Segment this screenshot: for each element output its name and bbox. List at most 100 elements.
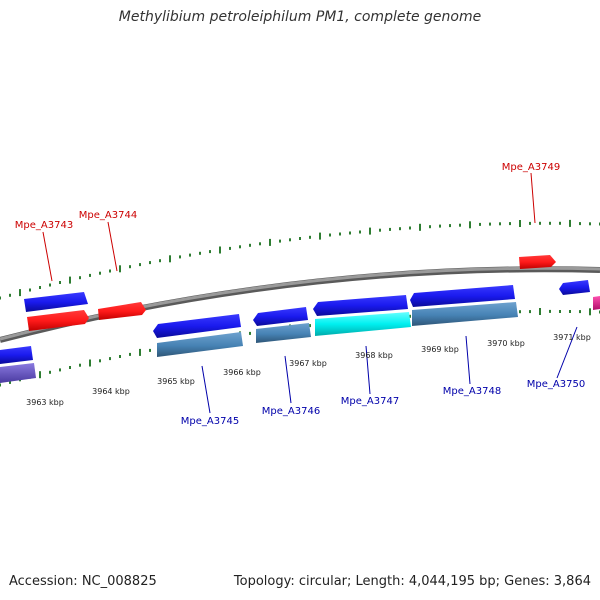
gene-block[interactable] (410, 285, 515, 307)
minor-tick (329, 233, 331, 237)
major-tick (539, 308, 541, 315)
gene-block[interactable] (412, 302, 518, 326)
gene-label[interactable]: Mpe_A3743 (15, 220, 73, 231)
leader-line (201, 365, 211, 414)
minor-tick (399, 227, 401, 231)
minor-tick (69, 366, 71, 369)
gene-label[interactable]: Mpe_A3749 (502, 162, 560, 173)
accession-text: Accession: NC_008825 (9, 574, 157, 589)
gene-block[interactable] (27, 310, 89, 331)
scale-label: 3966 kbp (223, 368, 261, 377)
gene-block[interactable] (24, 292, 88, 312)
outer-tick-track (0, 219, 600, 300)
minor-tick (309, 324, 311, 328)
major-tick (319, 232, 321, 240)
major-tick (119, 265, 121, 273)
gene-block[interactable] (98, 302, 146, 320)
minor-tick (209, 250, 211, 254)
minor-tick (129, 265, 131, 269)
leader-line (284, 355, 292, 404)
genome-title: Methylibium petroleiphilum PM1, complete… (118, 9, 482, 25)
gene-label[interactable]: Mpe_A3747 (341, 396, 399, 407)
minor-tick (579, 222, 581, 226)
minor-tick (489, 222, 491, 226)
major-tick (589, 308, 591, 316)
major-tick (39, 371, 41, 379)
major-tick (419, 223, 421, 231)
gene-label[interactable]: Mpe_A3744 (79, 210, 137, 221)
minor-tick (79, 363, 81, 367)
minor-tick (349, 231, 351, 235)
gene-block[interactable] (0, 346, 33, 364)
gene-block[interactable] (157, 332, 243, 357)
gene-labels: Mpe_A3743 Mpe_A3744 Mpe_A3749 Mpe_A3745 … (15, 162, 585, 427)
minor-tick (589, 222, 591, 226)
minor-tick (479, 222, 481, 226)
minor-tick (529, 221, 531, 225)
gene-block[interactable] (559, 280, 590, 295)
minor-tick (449, 224, 451, 228)
scale-label: 3963 kbp (26, 398, 64, 407)
minor-tick (289, 238, 291, 242)
minor-tick (159, 259, 161, 263)
minor-tick (49, 283, 51, 287)
minor-tick (339, 232, 341, 236)
scale-label: 3967 kbp (289, 359, 327, 368)
gene-label[interactable]: Mpe_A3745 (181, 416, 239, 427)
forward-strand-genes (24, 255, 556, 331)
minor-tick (89, 273, 91, 277)
major-tick (69, 276, 71, 284)
minor-tick (259, 242, 261, 246)
minor-tick (179, 255, 181, 259)
minor-tick (549, 221, 551, 225)
minor-tick (129, 352, 131, 356)
gene-block[interactable] (253, 307, 308, 326)
minor-tick (59, 281, 61, 284)
minor-tick (139, 263, 141, 267)
label-leaders (42, 172, 578, 414)
gene-label[interactable]: Mpe_A3748 (443, 386, 501, 397)
major-tick (369, 227, 371, 235)
gene-block[interactable] (0, 363, 36, 383)
minor-tick (229, 246, 231, 250)
minor-tick (409, 314, 411, 318)
gene-block[interactable] (256, 323, 311, 343)
gene-block[interactable] (593, 296, 600, 310)
minor-tick (279, 239, 281, 243)
gene-block[interactable] (519, 255, 556, 269)
minor-tick (509, 222, 511, 226)
minor-tick (579, 310, 581, 314)
minor-tick (539, 221, 541, 225)
gene-block[interactable] (315, 312, 411, 336)
scale-label: 3971 kbp (553, 333, 591, 342)
minor-tick (559, 221, 561, 225)
minor-tick (379, 228, 381, 232)
minor-tick (559, 310, 561, 313)
reverse-strand-genes (0, 280, 600, 383)
major-tick (269, 238, 271, 246)
genome-summary-text: Topology: circular; Length: 4,044,195 bp… (233, 574, 591, 589)
gene-label[interactable]: Mpe_A3750 (527, 379, 585, 390)
minor-tick (49, 370, 51, 374)
gene-block[interactable] (313, 295, 408, 316)
minor-tick (499, 222, 501, 226)
minor-tick (0, 383, 1, 387)
minor-tick (79, 276, 81, 280)
minor-tick (439, 224, 441, 228)
minor-tick (239, 245, 241, 249)
minor-tick (529, 310, 531, 314)
gene-block[interactable] (153, 314, 241, 338)
major-tick (89, 359, 91, 367)
minor-tick (459, 223, 461, 227)
minor-tick (199, 251, 201, 255)
leader-line (530, 172, 536, 224)
gene-label[interactable]: Mpe_A3746 (262, 406, 320, 417)
minor-tick (119, 355, 121, 358)
minor-tick (389, 227, 391, 231)
major-tick (469, 221, 471, 229)
minor-tick (149, 348, 151, 352)
scale-label: 3964 kbp (92, 387, 130, 396)
minor-tick (409, 226, 411, 230)
minor-tick (249, 331, 251, 335)
minor-tick (359, 230, 361, 234)
